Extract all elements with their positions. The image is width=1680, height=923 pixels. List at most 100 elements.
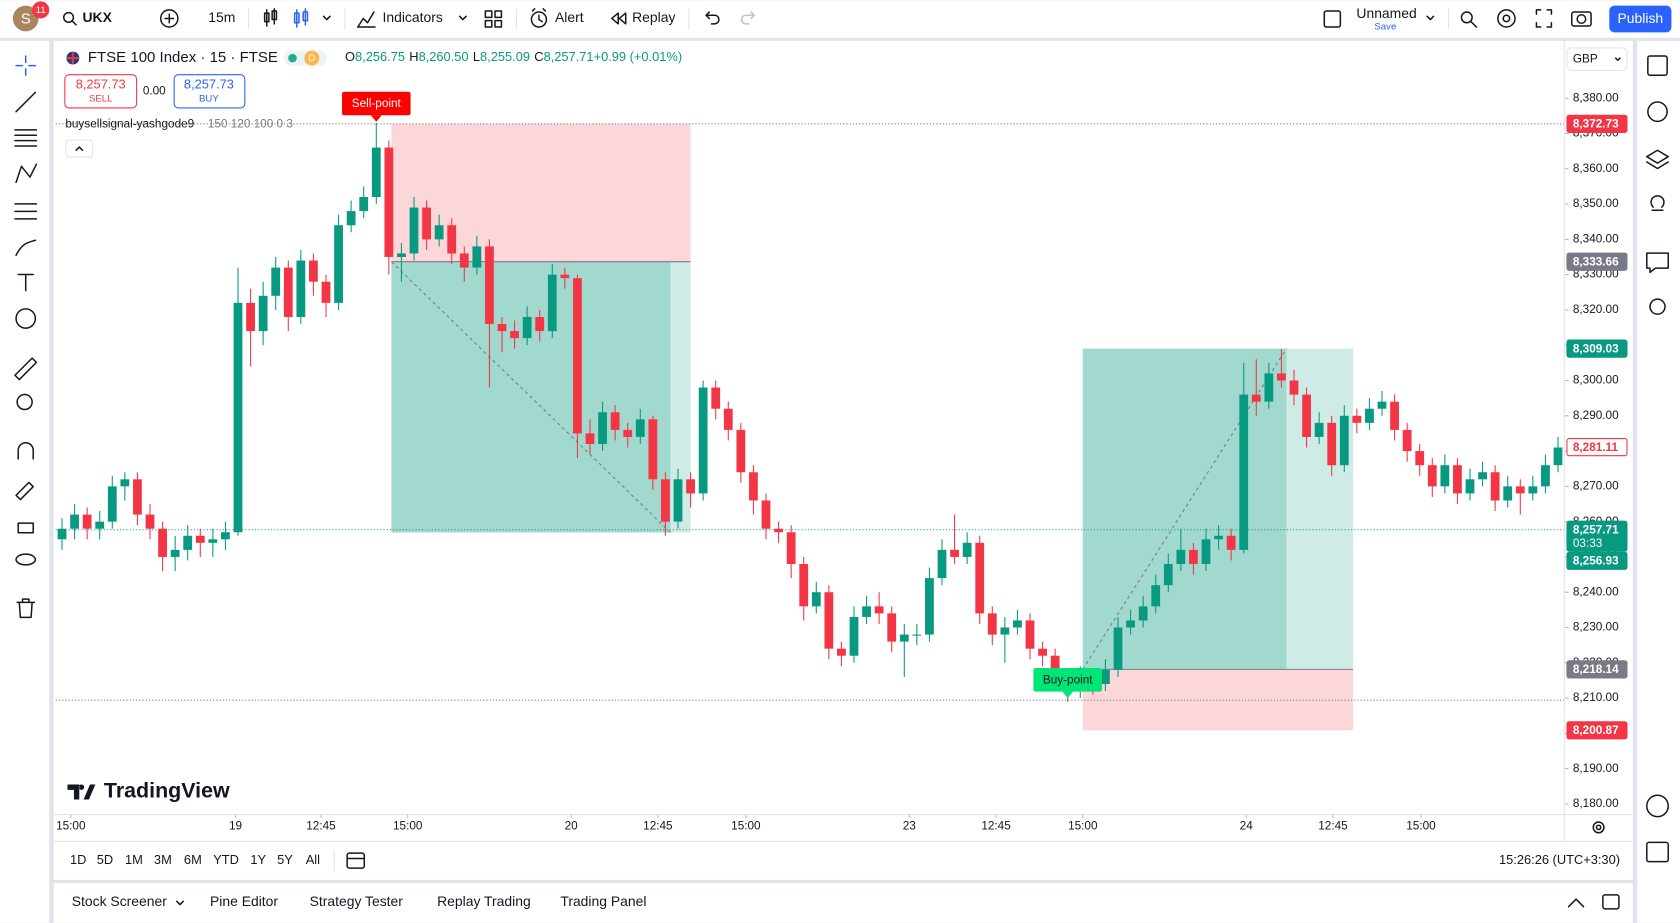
candle-body	[1013, 620, 1022, 628]
price-label-box	[1566, 114, 1628, 133]
layout-name[interactable]: Unnamed	[1356, 5, 1416, 21]
bottom-tab[interactable]: Pine Editor	[210, 893, 278, 909]
go-to-date[interactable]	[346, 852, 366, 869]
bottom-tab[interactable]: Stock Screener	[72, 893, 167, 909]
candle-body	[485, 246, 494, 325]
sell-button[interactable]	[64, 74, 138, 109]
bottom-tab[interactable]: Trading Panel	[560, 893, 646, 909]
candle-body	[334, 225, 343, 303]
range-button[interactable]: 5D	[97, 852, 113, 867]
avatar[interactable]	[12, 5, 39, 32]
axis-settings[interactable]	[1592, 821, 1605, 834]
layout-caret[interactable]	[1426, 15, 1435, 21]
compare-icon[interactable]	[159, 9, 179, 28]
interval[interactable]: 15m	[208, 9, 235, 25]
watchlist[interactable]	[1647, 55, 1668, 77]
chart-type-caret[interactable]	[322, 15, 331, 21]
range-button[interactable]: 1D	[70, 852, 86, 867]
redo[interactable]	[740, 11, 756, 25]
clock[interactable]: 15:26:26 (UTC+3:30)	[1499, 852, 1620, 867]
buy-button[interactable]	[173, 74, 246, 109]
undo[interactable]	[705, 11, 720, 25]
collapse-legend[interactable]	[65, 139, 94, 158]
bottom-tab[interactable]: Replay Trading	[437, 893, 531, 909]
delete-tool[interactable]	[16, 598, 36, 619]
save-hint[interactable]: Save	[1374, 22, 1396, 33]
fib-tool[interactable]	[14, 129, 38, 147]
indicators-caret[interactable]	[458, 15, 467, 21]
candle-body	[1465, 479, 1475, 494]
bottom-tab[interactable]: Strategy Tester	[310, 893, 404, 909]
candle-body	[1277, 373, 1286, 381]
publish-button[interactable]	[1609, 5, 1672, 33]
lock-drawing-tool[interactable]	[15, 481, 34, 501]
candle-body	[887, 613, 897, 642]
candle-body	[1377, 401, 1387, 409]
indicators-icon[interactable]	[357, 11, 376, 28]
alerts[interactable]	[1647, 101, 1668, 123]
candle-body	[1038, 648, 1047, 656]
brush-tool[interactable]	[15, 239, 37, 256]
ohlc-part: +0.99 (+0.01%)	[594, 49, 683, 64]
lock-tool[interactable]	[17, 522, 34, 534]
symbol-search[interactable]: UKX	[83, 9, 113, 25]
fullscreen-icon[interactable]	[1535, 9, 1553, 28]
streams[interactable]	[1649, 298, 1666, 315]
range-button[interactable]: 1Y	[250, 852, 266, 867]
candle-body	[1163, 563, 1173, 586]
indicator-name[interactable]: buysellsignal-yashgode9	[65, 118, 194, 131]
calendar[interactable]	[1646, 841, 1669, 863]
chats[interactable]	[1646, 252, 1669, 274]
symbol-title[interactable]: FTSE 100 Index · 15 · FTSE	[88, 49, 278, 66]
crosshair-tool[interactable]	[15, 55, 37, 77]
candle-body	[1427, 465, 1437, 487]
layout-icon[interactable]	[1323, 10, 1342, 28]
snapshot-icon[interactable]	[1571, 11, 1592, 27]
visibility-tool[interactable]	[15, 553, 37, 566]
currency-select[interactable]	[1566, 47, 1628, 71]
panel-maximize[interactable]	[1602, 894, 1620, 910]
range-button[interactable]: 1M	[125, 852, 143, 867]
candle-body	[1402, 429, 1412, 452]
screener-caret[interactable]	[176, 900, 184, 906]
candle-body	[849, 616, 859, 656]
panel-toggle[interactable]	[1567, 898, 1585, 908]
range-button[interactable]: 3M	[154, 852, 172, 867]
candle-body	[711, 387, 721, 409]
candle-body	[1503, 486, 1513, 501]
indicators-button[interactable]: Indicators	[383, 9, 443, 25]
alert-icon[interactable]	[530, 8, 548, 28]
drawing-toolbar	[0, 40, 50, 923]
range-button[interactable]: 6M	[184, 852, 202, 867]
alert-button[interactable]: Alert	[555, 9, 584, 25]
candle-body	[774, 528, 783, 533]
candle-body	[221, 532, 230, 540]
x-tick-label: 12:45	[643, 819, 673, 832]
templates-icon[interactable]	[484, 10, 503, 28]
delay-badge	[304, 50, 320, 66]
settings-icon[interactable]	[1497, 9, 1516, 28]
object-tree[interactable]	[1646, 149, 1669, 170]
magnet-tool[interactable]	[17, 442, 34, 460]
ideas[interactable]	[1650, 195, 1665, 212]
replay-button[interactable]: Replay	[632, 9, 675, 25]
range-button[interactable]: YTD	[213, 852, 239, 867]
ruler-tool[interactable]	[14, 357, 38, 381]
plot-area: 8,180.008,190.008,200.008,210.008,220.00…	[55, 91, 1628, 832]
bar-style-icon[interactable]	[263, 8, 278, 27]
pattern-tool[interactable]	[15, 163, 38, 184]
trendline-tool[interactable]	[15, 91, 37, 113]
range-button[interactable]: 5Y	[277, 852, 293, 867]
zoom-tool[interactable]	[16, 393, 33, 411]
candle-body	[309, 260, 318, 282]
dom[interactable]	[1646, 794, 1669, 818]
quick-search-icon[interactable]	[1460, 11, 1478, 28]
candle-body	[1515, 486, 1525, 494]
emoji-tool[interactable]	[15, 308, 37, 329]
range-button[interactable]: All	[306, 852, 320, 867]
x-tick-label: 24	[1240, 819, 1254, 832]
text-tool[interactable]	[17, 273, 34, 292]
candle-style-icon[interactable]	[293, 8, 309, 28]
replay-icon[interactable]	[611, 12, 627, 25]
forecast-tool[interactable]	[14, 203, 38, 220]
